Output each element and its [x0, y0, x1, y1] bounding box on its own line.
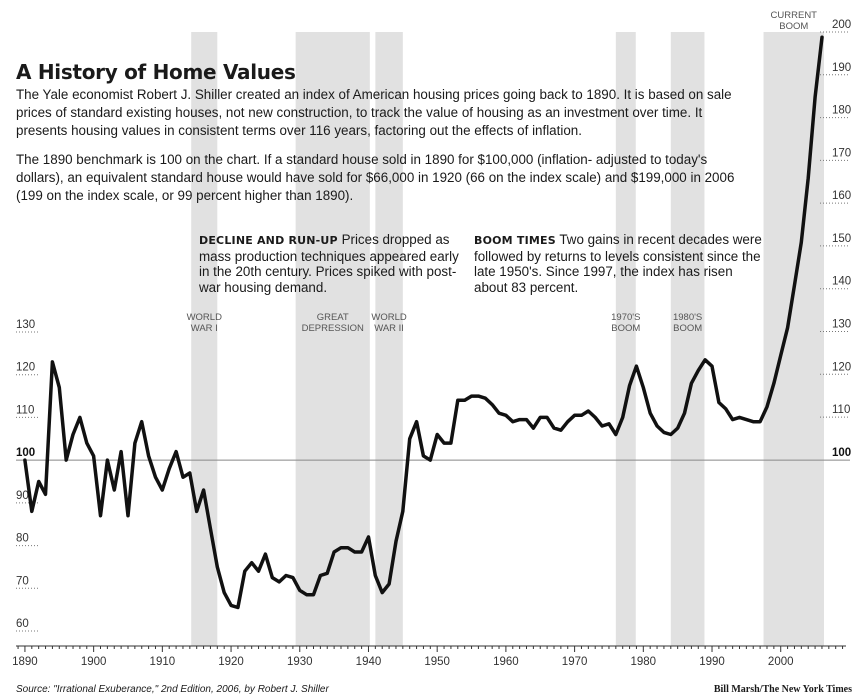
x-tick-label: 1900	[81, 656, 107, 668]
shaded-period-1	[295, 32, 370, 646]
shaded-period-label: GREAT	[317, 312, 349, 323]
right-tick-label: 190	[832, 62, 851, 74]
right-tick-label: 130	[832, 319, 851, 331]
x-tick-label: 1990	[699, 656, 725, 668]
x-tick-label: 1970	[562, 656, 588, 668]
shaded-period-label: WAR I	[191, 323, 218, 334]
annotation-boom-times: BOOM TIMES Two gains in recent decades w…	[474, 232, 764, 295]
annotation-heading: BOOM TIMES	[474, 234, 556, 247]
annotation-body: Two gains in recent decades were followe…	[474, 232, 762, 295]
right-tick-label: 150	[832, 233, 851, 245]
right-tick-label: 100	[832, 447, 851, 459]
x-tick-label: 2000	[768, 656, 794, 668]
shaded-period-label: DEPRESSION	[302, 323, 364, 334]
shaded-period-label: BOOM	[779, 21, 808, 32]
right-tick-label: 180	[832, 105, 851, 117]
shaded-period-3	[615, 32, 636, 646]
shaded-period-label: WAR II	[374, 323, 404, 334]
right-tick-label: 110	[832, 404, 850, 416]
page-title: A History of Home Values	[16, 60, 296, 84]
right-tick-label: 160	[832, 190, 851, 202]
shaded-period-5	[763, 32, 825, 646]
credit-line: Bill Marsh/The New York Times	[713, 684, 852, 695]
right-tick-label: 140	[832, 276, 851, 288]
shaded-period-label: WORLD	[187, 312, 223, 323]
left-tick-label: 70	[16, 575, 29, 587]
x-tick-label: 1890	[12, 656, 38, 668]
shaded-period-4	[670, 32, 705, 646]
left-axis: 60 70 80 90 100 110 120 130	[16, 319, 40, 632]
left-tick-label: 130	[16, 319, 35, 331]
shaded-period-label: BOOM	[611, 323, 640, 334]
right-tick-label: 170	[832, 147, 851, 159]
shaded-period-2	[375, 32, 403, 646]
left-tick-label: 90	[16, 490, 29, 502]
left-tick-label: 100	[16, 447, 35, 459]
x-axis: 1890 1900 1910 1920 1930 1940 1950 1960 1970 1980…	[12, 646, 844, 668]
x-tick-label: 1960	[493, 656, 519, 668]
annotation-decline-and-run-up: DECLINE AND RUN-UP Prices dropped as mas…	[199, 232, 461, 295]
x-tick-label: 1950	[424, 656, 450, 668]
shaded-period-label: WORLD	[371, 312, 407, 323]
right-axis: 100 110 120 130 140 150 160 170 180 190 200	[820, 19, 851, 459]
x-tick-label: 1980	[631, 656, 657, 668]
left-tick-label: 120	[16, 362, 35, 374]
left-tick-label: 80	[16, 533, 29, 545]
left-tick-label: 60	[16, 618, 29, 630]
series-line-home-value-index	[23, 35, 824, 610]
right-tick-label: 120	[832, 361, 851, 373]
shaded-period-label: BOOM	[673, 323, 702, 334]
intro-paragraph-2: The 1890 benchmark is 100 on the chart. …	[16, 152, 735, 203]
shaded-period-label: 1980'S	[673, 312, 702, 323]
annotation-body: Prices dropped as mass production techni…	[199, 232, 459, 295]
right-tick-label: 200	[832, 19, 851, 31]
x-tick-label: 1920	[218, 656, 244, 668]
x-tick-label: 1940	[356, 656, 382, 668]
left-tick-label: 110	[16, 404, 34, 416]
intro-paragraph-1: The Yale economist Robert J. Shiller cre…	[16, 87, 732, 138]
source-note: Source: "Irrational Exuberance," 2nd Edi…	[16, 684, 329, 695]
x-tick-label: 1930	[287, 656, 313, 668]
shaded-period-label: 1970'S	[611, 312, 640, 323]
annotation-heading: DECLINE AND RUN-UP	[199, 234, 338, 247]
x-tick-label: 1910	[150, 656, 176, 668]
shaded-period-label: CURRENT	[771, 10, 818, 21]
